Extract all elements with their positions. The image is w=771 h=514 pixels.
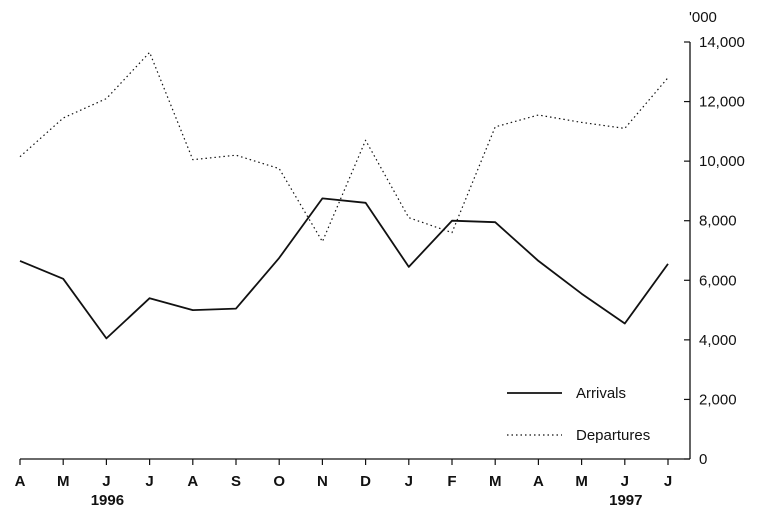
- series-lines: [19, 51, 669, 340]
- y-tick-label: 0: [699, 451, 707, 468]
- y-tick-label: 8,000: [699, 213, 737, 230]
- axes: A M J J A S O N D J F M A M J J 1996 1997 0 2,000 4,000 6,000…: [15, 9, 745, 509]
- x-tick-label: A: [187, 473, 198, 490]
- y-tick-label: 4,000: [699, 332, 737, 349]
- series-line-departures: [19, 51, 669, 243]
- x-tick-label: D: [360, 473, 371, 490]
- x-tick-label: S: [231, 473, 241, 490]
- x-tick-label: A: [533, 473, 544, 490]
- x-tick-label: M: [57, 473, 70, 490]
- x-tick-label: A: [15, 473, 26, 490]
- legend-label-arrivals: Arrivals: [576, 385, 626, 402]
- x-tick-label: J: [405, 473, 413, 490]
- x-tick-label: J: [664, 473, 672, 490]
- x-tick-label: F: [447, 473, 456, 490]
- y-tick-label: 2,000: [699, 391, 737, 408]
- y-tick-label: 14,000: [699, 34, 745, 51]
- x-tick-label: M: [575, 473, 588, 490]
- x-tick-label: J: [102, 473, 110, 490]
- x-tick-label: J: [621, 473, 629, 490]
- x-tick-label: O: [273, 473, 285, 490]
- y-tick-label: 12,000: [699, 94, 745, 111]
- legend-label-departures: Departures: [576, 427, 650, 444]
- y-tick-label: 6,000: [699, 272, 737, 289]
- x-tick-label: M: [489, 473, 502, 490]
- x-tick-label: N: [317, 473, 328, 490]
- x-tick-label: J: [145, 473, 153, 490]
- y-unit-label: '000: [689, 9, 717, 26]
- year-label: 1997: [609, 492, 642, 509]
- legend: Arrivals Departures: [507, 385, 650, 444]
- series-line-arrivals: [19, 197, 669, 340]
- year-label: 1996: [91, 492, 124, 509]
- y-tick-label: 10,000: [699, 153, 745, 170]
